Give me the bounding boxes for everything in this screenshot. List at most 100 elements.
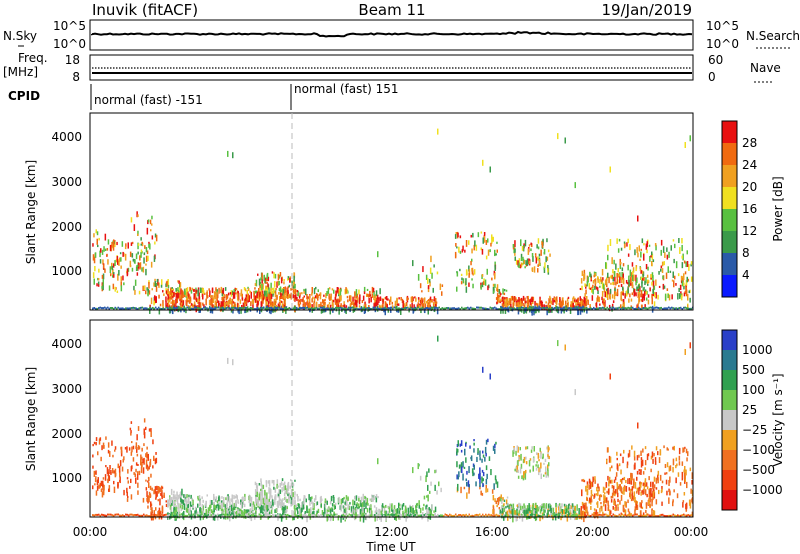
power-scatter-cell (503, 292, 506, 296)
vel-scatter-cell (230, 504, 233, 512)
vel-scatter-cell (614, 514, 616, 517)
vel-scatter-cell (174, 505, 176, 508)
vel-scatter-cell (393, 508, 395, 515)
power-scatter-cell (136, 265, 138, 271)
power-scatter-cell (323, 294, 325, 297)
vel-scatter-cell (566, 515, 569, 522)
power-scatter-cell (389, 299, 391, 306)
vel-scatter-cell (107, 449, 110, 454)
power-scatter-cell (335, 306, 338, 312)
velocity-colorbar-band-5 (722, 410, 737, 430)
power-scatter-cell (591, 289, 593, 293)
vel-scatter-cell (605, 482, 608, 488)
power-scatter-cell (149, 219, 152, 225)
power-scatter-cell (641, 238, 644, 244)
power-scatter-cell (544, 262, 546, 268)
power-scatter-cell (349, 303, 352, 310)
vel-scatter-cell (512, 515, 514, 518)
power-scatter-cell (648, 244, 651, 247)
power-scatter-cell (683, 260, 686, 264)
vel-scatter-cell (339, 515, 341, 518)
vel-scatter-cell (681, 461, 684, 466)
vel-scatter-cell (233, 510, 236, 515)
vel-scatter-cell (657, 470, 660, 476)
power-scatter-cell (351, 306, 353, 309)
power-scatter-cell (249, 290, 251, 294)
vel-scatter-cell (262, 505, 264, 510)
vel-scatter-cell (494, 498, 496, 503)
power-scatter-cell (449, 307, 451, 310)
power-scatter-cell (681, 238, 683, 244)
vel-scatter-cell (590, 495, 592, 502)
vel-scatter-cell (419, 475, 422, 481)
power-scatter-cell (266, 287, 268, 294)
vel-scatter-cell (558, 506, 560, 511)
power-scatter-cell (104, 248, 107, 251)
power-scatter-cell (680, 275, 683, 283)
power-scatter-cell (287, 288, 289, 291)
power-scatter-cell (441, 291, 443, 296)
vel-scatter-cell (545, 471, 547, 478)
vel-scatter-cell (611, 485, 614, 489)
vel-scatter-cell (92, 454, 94, 458)
vel-scatter-cell (183, 497, 186, 503)
vel-scatter-cell (137, 464, 139, 467)
vel-scatter-cell (617, 515, 619, 518)
vel-scatter-cell (186, 508, 189, 513)
vel-scatter-cell (450, 514, 452, 517)
power-scatter-cell (147, 288, 150, 293)
nsky-tick-top: 10^5 (53, 19, 86, 33)
nsky-trace-line (91, 30, 693, 38)
power-scatter-cell (655, 279, 657, 286)
power-scatter-cell (267, 298, 269, 302)
power-scatter-cell (535, 255, 537, 258)
vel-scatter-cell (276, 483, 278, 489)
power-scatter-cell (131, 307, 133, 309)
vel-scatter-cell (266, 509, 268, 517)
vel-scatter-cell (527, 513, 529, 516)
vel-scatter-cell (426, 504, 428, 508)
power-scatter-cell (311, 287, 313, 294)
vel-scatter-cell (634, 482, 637, 489)
power-scatter-cell (456, 286, 458, 292)
power-scatter-cell (111, 241, 113, 248)
power-scatter-cell (596, 287, 599, 291)
vel-scatter-cell (291, 494, 294, 501)
power-scatter-cell (266, 277, 268, 282)
power-scatter-cell (332, 303, 334, 308)
power-scatter-cell (496, 293, 499, 298)
vel-scatter-cell (126, 487, 128, 493)
power-scatter-cell (543, 266, 545, 270)
power-scatter-cell (231, 290, 234, 296)
vel-scatter-cell (174, 510, 176, 518)
vel-scatter-cell (101, 445, 103, 451)
power-scatter-cell (615, 263, 617, 270)
power-scatter-cell (518, 262, 520, 269)
vel-scatter-cell (628, 478, 631, 485)
power-scatter-cell (459, 268, 461, 272)
power-scatter-cell (92, 254, 95, 261)
vel-scatter-cell (489, 514, 491, 517)
vel-scatter-cell (176, 511, 178, 516)
vel-scatter-cell (560, 508, 562, 513)
power-scatter-cell (273, 298, 276, 306)
power-scatter-cell (179, 298, 181, 302)
vel-scatter-cell (607, 504, 610, 509)
power-scatter-cell (398, 307, 400, 310)
power-scatter-cell (379, 305, 382, 310)
power-scatter-cell (300, 307, 302, 310)
power-scatter-cell (112, 263, 115, 268)
vel-scatter-cell (363, 514, 365, 517)
vel-scatter-cell (212, 515, 214, 517)
vel-scatter-cell (201, 496, 203, 500)
power-scatter-cell (504, 297, 506, 300)
vel-scatter-cell (111, 514, 113, 517)
vel-scatter-cell (430, 511, 432, 516)
vel-scatter-cell (105, 514, 107, 517)
power-scatter-cell (97, 244, 99, 248)
power-scatter-cell (191, 287, 194, 291)
vel-scatter-cell (369, 514, 371, 517)
power-scatter-cell (301, 292, 303, 295)
power-scatter-cell (606, 306, 608, 309)
vel-scatter-cell (569, 515, 571, 518)
